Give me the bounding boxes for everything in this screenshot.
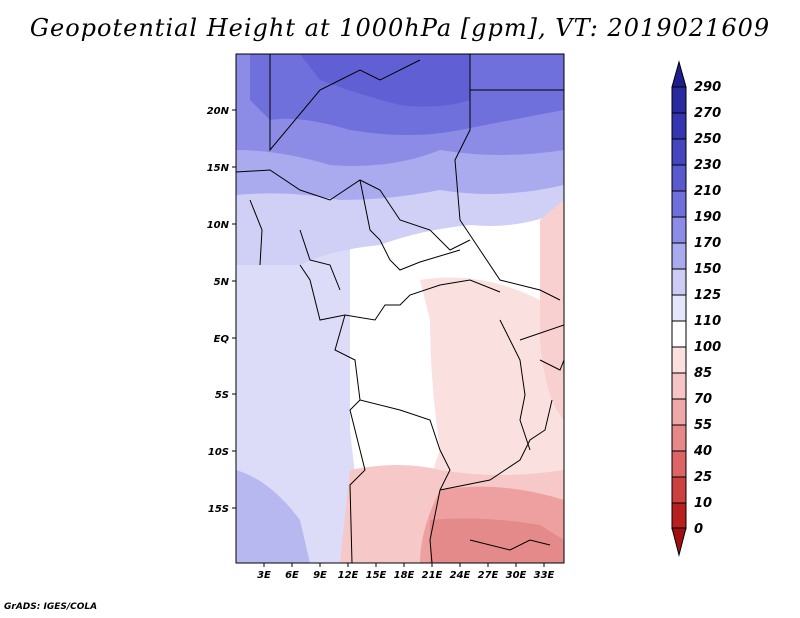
- colorbar: 290 270 250 230 210 190 170 150 125 110 …: [671, 60, 721, 557]
- colorbar-bin: [671, 138, 687, 166]
- colorbar-bin: [671, 268, 687, 296]
- lon-label-30e: 30E: [506, 570, 527, 581]
- colorbar-label-70: 70: [694, 392, 712, 407]
- lat-label-eq: EQ: [214, 334, 230, 345]
- colorbar-label-0: 0: [694, 522, 703, 537]
- colorbar-bin: [671, 216, 687, 244]
- colorbar-bin: [671, 450, 687, 478]
- colorbar-bin: [671, 398, 687, 426]
- lon-label-12e: 12E: [338, 570, 359, 581]
- colorbar-label-125: 125: [694, 288, 721, 303]
- colorbar-bin: [671, 346, 687, 374]
- colorbar-bin: [671, 502, 687, 530]
- lon-label-3e: 3E: [257, 570, 271, 581]
- lon-label-6e: 6E: [285, 570, 299, 581]
- colorbar-label-85: 85: [694, 366, 712, 381]
- colorbar-label-100: 100: [694, 340, 721, 355]
- lon-label-18e: 18E: [394, 570, 415, 581]
- colorbar-label-170: 170: [694, 236, 721, 251]
- colorbar-label-150: 150: [694, 262, 721, 277]
- lat-label-10n: 10N: [207, 220, 230, 231]
- colorbar-bin: [671, 294, 687, 322]
- colorbar-bin: [671, 86, 687, 114]
- colorbar-bin: [671, 476, 687, 504]
- colorbar-top-arrow: [671, 60, 687, 88]
- country-borders: [236, 54, 564, 563]
- colorbar-label-210: 210: [694, 184, 721, 199]
- colorbar-bin: [671, 242, 687, 270]
- colorbar-label-40: 40: [693, 444, 712, 459]
- colorbar-bin: [671, 112, 687, 140]
- colorbar-label-270: 270: [694, 106, 721, 121]
- colorbar-bin: [671, 190, 687, 218]
- lon-label-15e: 15E: [366, 570, 387, 581]
- map-frame: [235, 53, 565, 564]
- contour-field: [236, 54, 564, 563]
- lat-label-15s: 15S: [208, 504, 229, 515]
- colorbar-label-290: 290: [694, 80, 721, 95]
- lat-axis: 20N 15N 10N 5N EQ 5S 10S 15S: [207, 106, 236, 515]
- footer-credit: GrADS: IGES/COLA: [4, 602, 98, 612]
- colorbar-bottom-arrow: [671, 527, 687, 557]
- colorbar-label-230: 230: [694, 158, 721, 173]
- colorbar-label-190: 190: [694, 210, 721, 225]
- colorbar-bin: [671, 164, 687, 192]
- map-title: Geopotential Height at 1000hPa [gpm], VT…: [29, 14, 771, 42]
- colorbar-label-10: 10: [694, 496, 712, 511]
- lat-label-20n: 20N: [207, 106, 230, 117]
- lon-label-21e: 21E: [422, 570, 443, 581]
- lon-label-9e: 9E: [313, 570, 327, 581]
- lat-label-15n: 15N: [207, 163, 230, 174]
- lon-axis: 3E 6E 9E 12E 15E 18E 21E 24E 27E 30E 33E: [257, 563, 555, 581]
- lon-label-24e: 24E: [450, 570, 471, 581]
- colorbar-boxes: [671, 86, 687, 530]
- colorbar-label-25: 25: [694, 470, 712, 485]
- colorbar-bin: [671, 320, 687, 348]
- lon-label-33e: 33E: [534, 570, 555, 581]
- lon-label-27e: 27E: [478, 570, 499, 581]
- lat-label-5n: 5N: [214, 277, 230, 288]
- colorbar-bin: [671, 424, 687, 452]
- colorbar-label-55: 55: [694, 418, 712, 433]
- colorbar-label-250: 250: [694, 132, 721, 147]
- colorbar-label-110: 110: [694, 314, 721, 329]
- lat-label-5s: 5S: [215, 390, 229, 401]
- colorbar-bin: [671, 372, 687, 400]
- lat-label-10s: 10S: [208, 447, 229, 458]
